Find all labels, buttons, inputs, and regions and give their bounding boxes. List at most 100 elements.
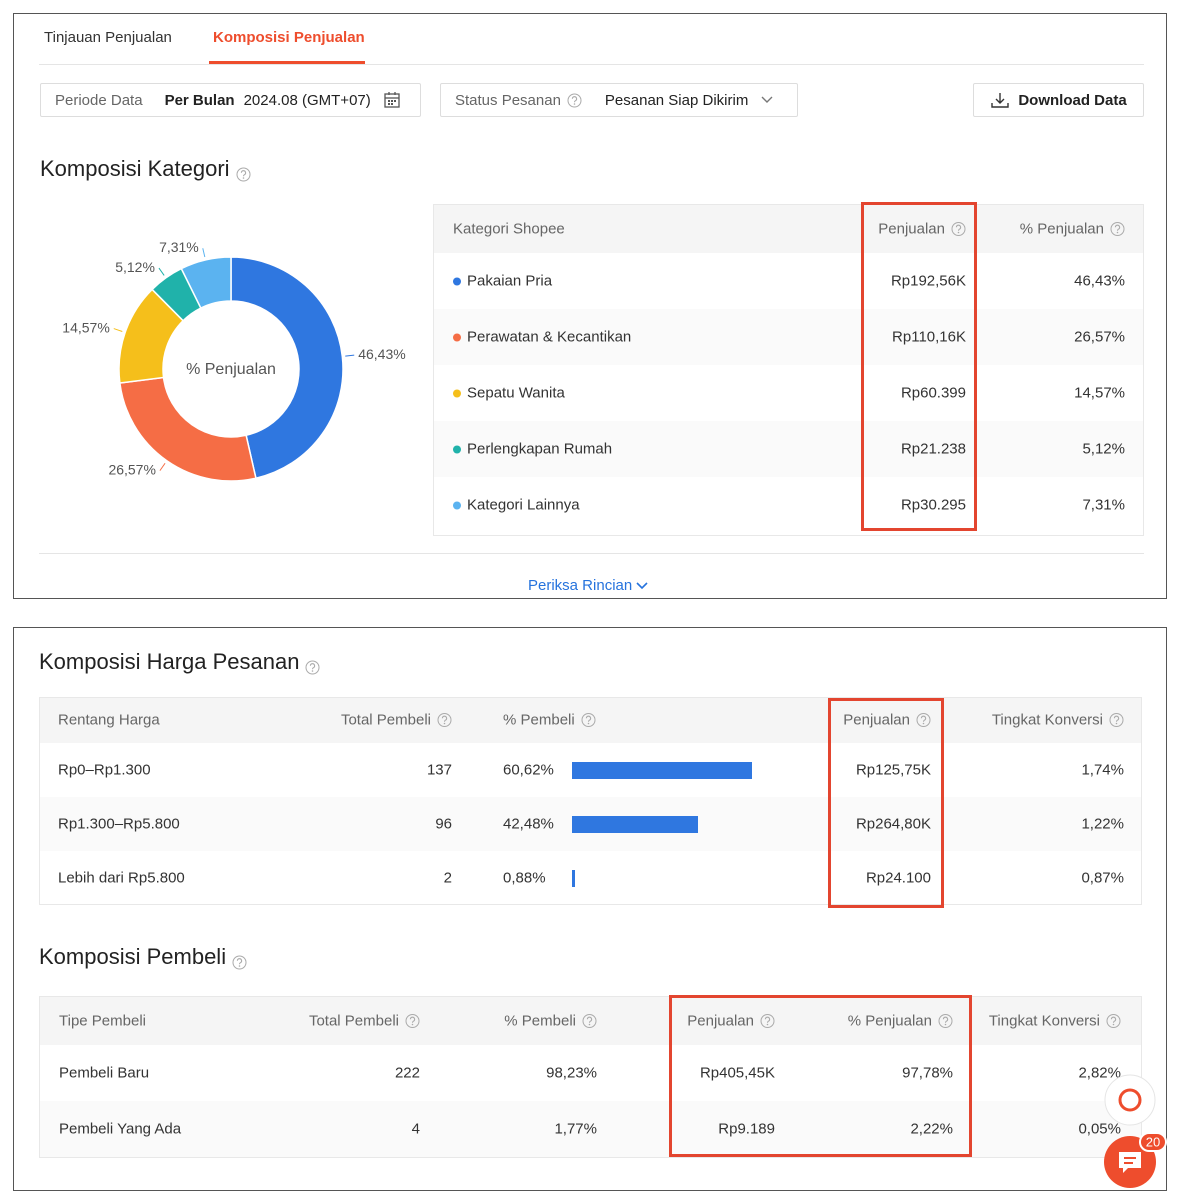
cell-text: 222 — [394, 1064, 420, 1082]
help-glyph — [1109, 713, 1124, 727]
cell-text: Pembeli Baru — [59, 1064, 150, 1082]
legend-dot — [453, 501, 461, 509]
header-cell: Rentang Harga — [58, 712, 160, 729]
tab[interactable]: Tinjauan Penjualan — [44, 29, 172, 46]
cell-text: 2,22% — [910, 1120, 953, 1138]
range-cell: Lebih dari Rp5.800 — [58, 870, 185, 887]
sales-cell: Rp21.238 — [901, 441, 966, 458]
section-title: Komposisi Pembeli — [39, 944, 247, 970]
percent-cell: 0,88% — [503, 870, 546, 887]
buyers-cell: 2 — [444, 870, 452, 887]
leader-line — [202, 248, 206, 258]
cell-text: Rp192,56K — [890, 272, 966, 290]
slice-label: 7,31% — [159, 239, 199, 255]
title: Komposisi Kategori — [40, 156, 230, 181]
help-glyph — [951, 222, 966, 236]
help-icon — [581, 713, 596, 728]
header-cell: Total Pembeli — [341, 712, 452, 729]
sales-cell: Rp110,16K — [892, 329, 966, 346]
support-button[interactable] — [1104, 1074, 1156, 1126]
percent-bar — [572, 762, 753, 779]
cell-text: 137 — [426, 761, 452, 779]
header-cell: Penjualan — [687, 1013, 775, 1030]
cell-text: Rentang Harga — [58, 711, 160, 729]
header-cell: % Pembeli — [504, 1013, 597, 1030]
legend-dot — [453, 277, 461, 285]
table-row: Pembeli Yang Ada 4 1,77% Rp9.189 2,22% 0,05% — [40, 1101, 1141, 1157]
cell-text: % Pembeli — [503, 711, 575, 729]
conversion-cell: 0,87% — [1081, 870, 1124, 887]
header-cell: Penjualan — [878, 221, 966, 238]
donut-center-label: % Penjualan — [186, 361, 276, 378]
cell-text: % Penjualan — [847, 1012, 932, 1030]
cell-text: Pakaian Pria — [467, 272, 553, 290]
cell-text: 0,87% — [1081, 869, 1124, 887]
cell-text: Pembeli Yang Ada — [59, 1120, 182, 1138]
cell-text: 46,43% — [1074, 272, 1125, 290]
header-cell: Tipe Pembeli — [59, 1013, 146, 1030]
percent-cell: 14,57% — [1074, 385, 1125, 402]
tab-active[interactable]: Komposisi Penjualan — [213, 29, 365, 46]
category-cell: Sepatu Wanita — [453, 385, 565, 402]
cell-text: 26,57% — [1074, 328, 1125, 346]
percent-bar — [572, 870, 575, 887]
buyer-cell: Pembeli Yang Ada — [59, 1121, 181, 1138]
cell-text: Rp0–Rp1.300 — [58, 761, 151, 779]
help-glyph — [938, 1014, 953, 1028]
cell-text: Rp110,16K — [892, 328, 966, 346]
table-row: Pembeli Baru 222 98,23% Rp405,45K 97,78% 2,82… — [40, 1045, 1141, 1101]
slice-label: 26,57% — [108, 461, 155, 477]
value: Per Bulan — [164, 91, 235, 109]
cell-text: % Penjualan — [1019, 220, 1104, 238]
support-icon — [1118, 1088, 1142, 1112]
cell-text: Rp24.100 — [865, 869, 931, 887]
donut-slice — [119, 376, 257, 482]
cell-text: 1,77% — [554, 1120, 597, 1138]
conversion-cell: 1,22% — [1081, 816, 1124, 833]
label: Status Pesanan — [455, 91, 561, 109]
download-button[interactable]: Download Data — [973, 83, 1144, 117]
header-cell: % Pembeli — [503, 712, 596, 729]
divider — [39, 553, 1144, 554]
header-cell: Total Pembeli — [309, 1013, 420, 1030]
buyer-cell: 1,77% — [554, 1121, 597, 1138]
header-cell: % Penjualan — [1020, 221, 1125, 238]
cell-text: 0,88% — [503, 869, 546, 887]
buyer-cell: 2,82% — [1078, 1065, 1121, 1082]
cell-text: Kategori Lainnya — [467, 496, 580, 514]
header-cell: Tingkat Konversi — [989, 1013, 1121, 1030]
cell-text: Tipe Pembeli — [59, 1012, 146, 1030]
table-header: Rentang Harga Total Pembeli % Pembeli Penju… — [40, 698, 1141, 743]
cell-text: Penjualan — [687, 1012, 754, 1030]
table-row: Kategori Lainnya Rp30.295 7,31% — [434, 477, 1143, 533]
tab-divider — [39, 64, 1144, 65]
help-icon — [582, 1014, 597, 1029]
help-glyph — [1106, 1014, 1121, 1028]
slice-label: 46,43% — [358, 346, 405, 362]
slice-label: 14,57% — [62, 319, 109, 335]
cell-text: Penjualan — [843, 711, 910, 729]
percent-cell: 5,12% — [1082, 441, 1125, 458]
conversion-cell: 1,74% — [1081, 762, 1124, 779]
cell-text: Rp21.238 — [900, 440, 966, 458]
cell-text: 7,31% — [1082, 496, 1125, 514]
value: 2024.08 (GMT+07) — [243, 91, 371, 109]
leader-line — [159, 462, 166, 471]
cell-text: Rp405,45K — [699, 1064, 775, 1082]
period-filter[interactable]: Periode Data Per Bulan 2024.08 (GMT+07) — [40, 83, 421, 117]
range-cell: Rp0–Rp1.300 — [58, 762, 151, 779]
table-row: Pakaian Pria Rp192,56K 46,43% — [434, 253, 1143, 309]
category-cell: Kategori Lainnya — [453, 497, 580, 514]
sales-cell: Rp264,80K — [856, 816, 931, 833]
highlight-box — [861, 202, 977, 531]
details-link[interactable]: Periksa Rincian — [528, 577, 648, 594]
legend-dot — [453, 445, 461, 453]
sales-cell: Rp192,56K — [891, 273, 966, 290]
value: Pesanan Siap Dikirim — [604, 91, 749, 109]
cell-text: % Pembeli — [504, 1012, 576, 1030]
title: Komposisi Harga Pesanan — [39, 649, 300, 674]
help-glyph — [305, 660, 320, 674]
status-filter[interactable]: Status Pesanan Pesanan Siap Dikirim — [440, 83, 798, 117]
cell-text: Sepatu Wanita — [467, 384, 565, 402]
